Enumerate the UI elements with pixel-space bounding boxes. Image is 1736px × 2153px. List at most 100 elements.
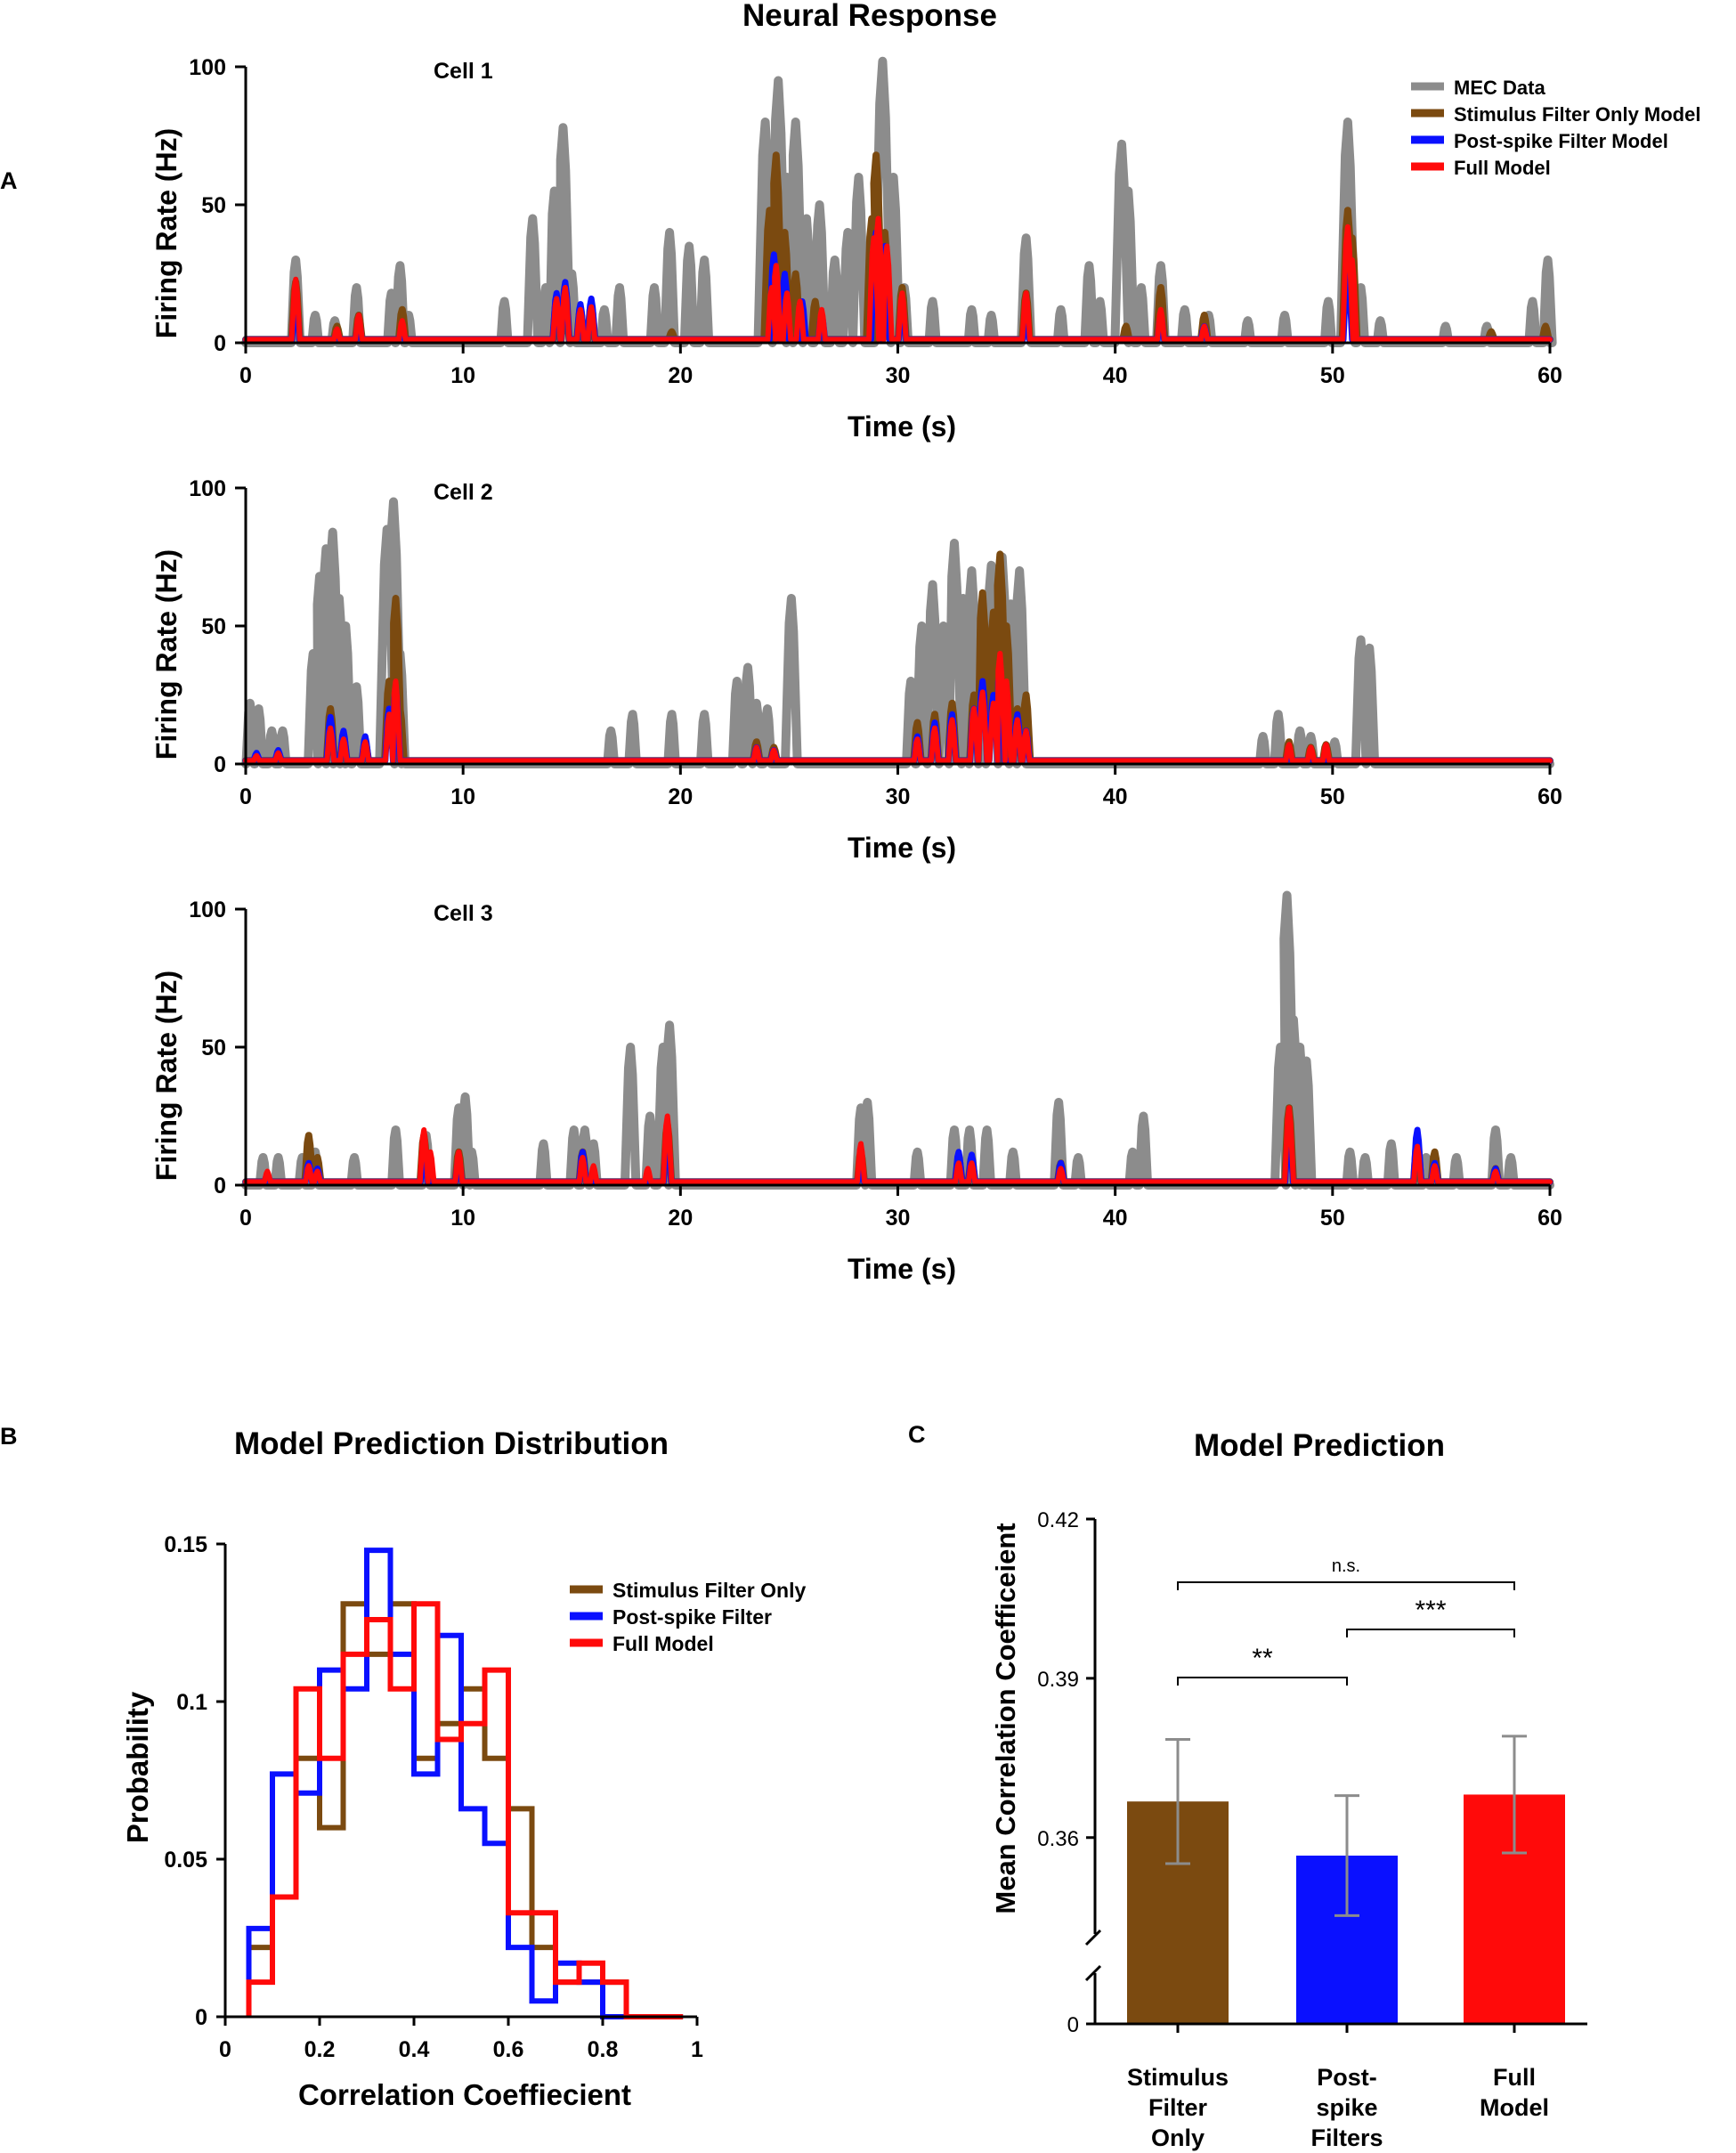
cell-2-title: Cell 2	[434, 480, 493, 505]
bar-y-tick-label: 0.39	[1037, 1668, 1079, 1692]
error-bar-full	[1502, 1735, 1527, 1855]
cell-3-title: Cell 3	[434, 901, 493, 926]
bar-y-tick-label: 0.42	[1037, 1508, 1079, 1532]
hist-y-tick-label: 0.05	[164, 1848, 207, 1873]
cell-1-plot: Cell 1 Time (s) Firing Rate (Hz) 0 10 20 30…	[150, 55, 1700, 443]
hist-y-tick-label: 0.1	[176, 1690, 207, 1715]
hist-legend-label-full: Full Model	[612, 1632, 714, 1655]
figure-title: Neural Response	[742, 0, 997, 33]
bar-y-tick-label: 0	[1067, 2013, 1079, 2037]
y-tick-label: 0	[214, 331, 226, 356]
y-tick-label: 100	[189, 898, 226, 922]
x-tick-label: 50	[1320, 363, 1345, 388]
x-tick-label: 30	[886, 1206, 911, 1231]
legend-label-full: Full Model	[1454, 157, 1551, 179]
x-tick-label: 60	[1537, 1206, 1562, 1231]
hist-x-tick-label: 0.2	[304, 2037, 336, 2062]
legend: MEC Data Stimulus Filter Only Model Post…	[1411, 77, 1700, 179]
legend-label-stimulus: Stimulus Filter Only Model	[1454, 103, 1700, 126]
x-tick-label: 40	[1103, 1206, 1128, 1231]
x-tick-label: 0	[239, 1206, 252, 1231]
hist-legend-label-stimulus: Stimulus Filter Only	[612, 1579, 806, 1602]
significance-label: ***	[1415, 1596, 1446, 1625]
cell-1-series-mec	[241, 56, 1557, 347]
bar-ylabel: Mean Correlation Coefficeient	[990, 1523, 1021, 1913]
hist-x-tick-label: 0.6	[493, 2037, 524, 2062]
significance-bracket: n.s.	[1177, 1556, 1515, 1590]
y-tick-label: 0	[214, 752, 226, 777]
cell-2-ylabel: Firing Rate (Hz)	[150, 549, 183, 760]
x-tick-label: 0	[239, 363, 252, 388]
x-tick-label: 20	[668, 363, 693, 388]
y-tick-label: 50	[201, 1036, 226, 1060]
significance-label: **	[1252, 1644, 1273, 1673]
hist-title: Model Prediction Distribution	[234, 1426, 669, 1461]
x-tick-label: 0	[239, 784, 252, 809]
x-tick-label: 60	[1537, 363, 1562, 388]
cell-1-xlabel: Time (s)	[848, 410, 956, 443]
legend-label-postspike: Post-spike Filter Model	[1454, 130, 1668, 152]
hist-x-tick-label: 0.4	[399, 2037, 430, 2062]
cell-1-series-full	[243, 215, 1553, 343]
bar-title: Model Prediction	[1194, 1428, 1445, 1463]
cell-1-title: Cell 1	[434, 59, 493, 84]
significance-label: n.s.	[1332, 1556, 1360, 1576]
significance-bracket: **	[1177, 1644, 1348, 1686]
x-tick-label: 40	[1103, 784, 1128, 809]
significance-bracket: ***	[1346, 1596, 1515, 1637]
error-bar-postspike	[1334, 1794, 1359, 1917]
x-tick-label: 30	[886, 784, 911, 809]
cell-3-series-full	[243, 1105, 1553, 1185]
panel-a: A Neural Response Cell 1 Time (s) Firing…	[0, 0, 1700, 1285]
bar-category-label: Post-	[1317, 2064, 1377, 2091]
x-tick-label: 50	[1320, 1206, 1345, 1231]
hist-x-tick-label: 0.8	[588, 2037, 619, 2062]
bar-category-label: Stimulus	[1127, 2064, 1229, 2091]
y-tick-label: 100	[189, 476, 226, 501]
y-tick-label: 50	[201, 193, 226, 218]
bar-category-label: Only	[1151, 2125, 1205, 2151]
hist-xlabel: Correlation Coeffiecient	[298, 2078, 631, 2111]
cell-2-plot: Cell 2 Time (s) Firing Rate (Hz) 0 10 20 30…	[150, 476, 1562, 864]
x-tick-label: 40	[1103, 363, 1128, 388]
x-tick-label: 10	[450, 363, 475, 388]
cell-2-series-full	[243, 651, 1553, 764]
hist-series-full	[246, 1601, 684, 2019]
bar-category-label: Filters	[1310, 2125, 1383, 2151]
hist-y-tick-label: 0	[195, 2005, 207, 2030]
hist-legend: Stimulus Filter Only Post-spike Filter F…	[570, 1579, 806, 1655]
x-tick-label: 20	[668, 1206, 693, 1231]
bar-category-label: Full	[1493, 2064, 1536, 2091]
cell-3-plot: Cell 3 Time (s) Firing Rate (Hz) 0 10 20 30…	[150, 890, 1562, 1285]
panel-c: C Model Prediction Mean Correlation Coef…	[908, 1421, 1587, 2151]
x-tick-label: 10	[450, 1206, 475, 1231]
y-tick-label: 50	[201, 614, 226, 639]
x-tick-label: 30	[886, 363, 911, 388]
panel-b: B Model Prediction Distribution Correlat…	[0, 1423, 806, 2111]
cell-1-ylabel: Firing Rate (Hz)	[150, 128, 183, 338]
legend-label-mec: MEC Data	[1454, 77, 1545, 99]
panel-a-label: A	[0, 167, 18, 194]
cell-3-xlabel: Time (s)	[848, 1253, 956, 1285]
bar-category-label: Model	[1480, 2094, 1549, 2121]
x-tick-label: 50	[1320, 784, 1345, 809]
cell-2-xlabel: Time (s)	[848, 832, 956, 864]
bar-y-tick-label: 0.36	[1037, 1827, 1079, 1851]
cell-3-ylabel: Firing Rate (Hz)	[150, 971, 183, 1181]
panel-b-label: B	[0, 1423, 18, 1450]
cell-2-series-mec	[241, 497, 1554, 768]
hist-y-tick-label: 0.15	[164, 1532, 207, 1557]
bar-category-label: spike	[1316, 2094, 1377, 2121]
y-tick-label: 100	[189, 55, 226, 80]
hist-ylabel: Probability	[121, 1691, 154, 1843]
x-tick-label: 10	[450, 784, 475, 809]
x-tick-label: 20	[668, 784, 693, 809]
bar-category-label: Filter	[1148, 2094, 1208, 2121]
panel-c-label: C	[908, 1421, 926, 1448]
x-tick-label: 60	[1537, 784, 1562, 809]
hist-legend-label-postspike: Post-spike Filter	[612, 1605, 772, 1629]
hist-x-tick-label: 1	[691, 2037, 703, 2062]
hist-x-tick-label: 0	[219, 2037, 231, 2062]
axis-break-mark	[1084, 1929, 1102, 1982]
